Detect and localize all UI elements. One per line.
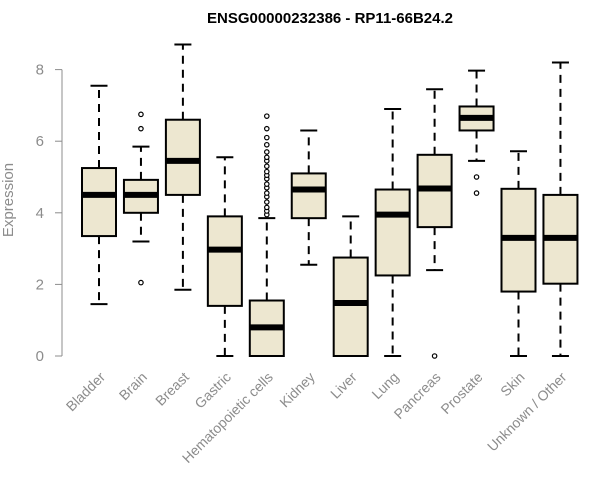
outlier-point: [473, 190, 480, 196]
y-tick-label: 4: [36, 205, 44, 222]
outlier-point: [263, 163, 270, 170]
box-group: [416, 88, 453, 359]
box-group: [81, 84, 117, 306]
box-iqr: [206, 215, 243, 307]
x-tick-label: Liver: [327, 369, 360, 402]
outlier-point: [263, 113, 270, 119]
outlier-point: [138, 111, 144, 118]
box-group: [542, 61, 579, 357]
box-group: [458, 69, 495, 196]
box-group: [164, 43, 201, 291]
outlier-point: [263, 168, 270, 175]
y-tick-label: 6: [36, 133, 44, 150]
box-iqr: [164, 118, 201, 196]
outlier-point: [263, 149, 270, 155]
box-group: [122, 111, 159, 286]
outlier-point: [263, 134, 270, 141]
y-tick-label: 2: [36, 276, 44, 293]
box-iqr: [374, 188, 411, 277]
y-tick-label: 8: [36, 62, 44, 79]
x-tick-label: Prostate: [437, 369, 485, 417]
y-axis: 0 2 4 6 8: [36, 62, 63, 365]
outlier-point: [138, 125, 144, 132]
x-tick-label: Kidney: [276, 369, 318, 411]
outlier-point: [263, 199, 270, 205]
box-group: [290, 129, 327, 266]
chart-title: ENSG00000232386 - RP11-66B24.2: [207, 10, 453, 27]
x-tick-label: Unknown / Other: [484, 369, 570, 455]
outlier-point: [138, 279, 144, 286]
y-axis-label: Expression: [0, 163, 17, 237]
outlier-point: [263, 190, 270, 196]
box-iqr: [81, 167, 117, 238]
box-group: [374, 107, 411, 357]
box-iqr: [290, 172, 327, 220]
box-group: [206, 156, 243, 357]
x-tick-label: Pancreas: [391, 369, 444, 422]
box-iqr: [332, 256, 369, 357]
outlier-point: [263, 204, 270, 211]
outlier-point: [473, 174, 480, 180]
box-series: [81, 43, 579, 359]
x-tick-label: Brain: [116, 369, 150, 403]
box-group: [332, 215, 369, 357]
y-tick-label: 0: [36, 348, 44, 365]
outlier-point: [263, 125, 270, 132]
x-tick-label: Breast: [152, 369, 192, 409]
outlier-point: [263, 141, 270, 148]
box-group: [248, 113, 285, 358]
x-tick-label: Lung: [368, 369, 401, 402]
x-tick-label: Bladder: [63, 369, 109, 415]
box-group: [500, 150, 537, 357]
outlier-point: [431, 353, 438, 359]
outlier-point: [263, 154, 270, 161]
outlier-point: [263, 181, 270, 187]
x-tick-label: Skin: [497, 369, 528, 400]
